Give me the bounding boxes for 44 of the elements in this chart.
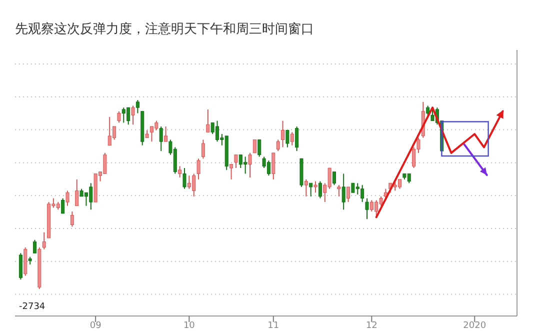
text: -2734 <box>19 302 46 312</box>
candlestick <box>304 178 308 197</box>
candlestick <box>252 139 256 154</box>
candlestick <box>32 239 36 254</box>
candlestick <box>281 120 285 148</box>
candlestick <box>309 182 313 197</box>
x-tick-label: 12 <box>366 321 378 331</box>
candlestick <box>314 180 318 194</box>
candlestick <box>66 190 70 206</box>
candlestick <box>201 139 205 160</box>
candlestick <box>286 130 290 148</box>
x-tick-label: 09 <box>90 321 102 331</box>
candlestick <box>230 164 234 180</box>
candlestick <box>332 171 336 186</box>
candlestick <box>258 139 262 158</box>
candlestick <box>42 232 46 250</box>
candlestick <box>234 154 238 169</box>
x-tick-label: 10 <box>183 321 196 331</box>
x-tick-label: 2020 <box>463 321 486 331</box>
candlestick <box>178 166 182 178</box>
candlestick <box>182 168 186 190</box>
candlestick <box>337 184 341 197</box>
candlestick <box>276 139 280 152</box>
candlestick <box>290 132 294 146</box>
candlestick <box>18 252 22 280</box>
candlestick <box>206 108 210 133</box>
candlestick <box>117 110 121 124</box>
candlestick <box>164 126 168 142</box>
candlestick <box>248 152 252 178</box>
candlestick <box>61 198 65 214</box>
candlestick <box>136 100 140 114</box>
candlestick <box>75 178 79 206</box>
candlestick <box>365 198 369 220</box>
candlestick <box>346 186 350 203</box>
candlestick <box>318 180 322 199</box>
candlestick <box>272 152 276 180</box>
candlestick <box>131 105 135 126</box>
candlestick <box>196 158 200 180</box>
candlestick <box>342 173 346 210</box>
candlestick <box>159 126 163 152</box>
chart-title: 先观察这次反弹力度，注意明天下午和周三时间窗口 <box>15 21 314 37</box>
x-tick-label: 11 <box>268 321 280 331</box>
candlestick <box>295 126 299 152</box>
candlestick <box>70 211 74 228</box>
